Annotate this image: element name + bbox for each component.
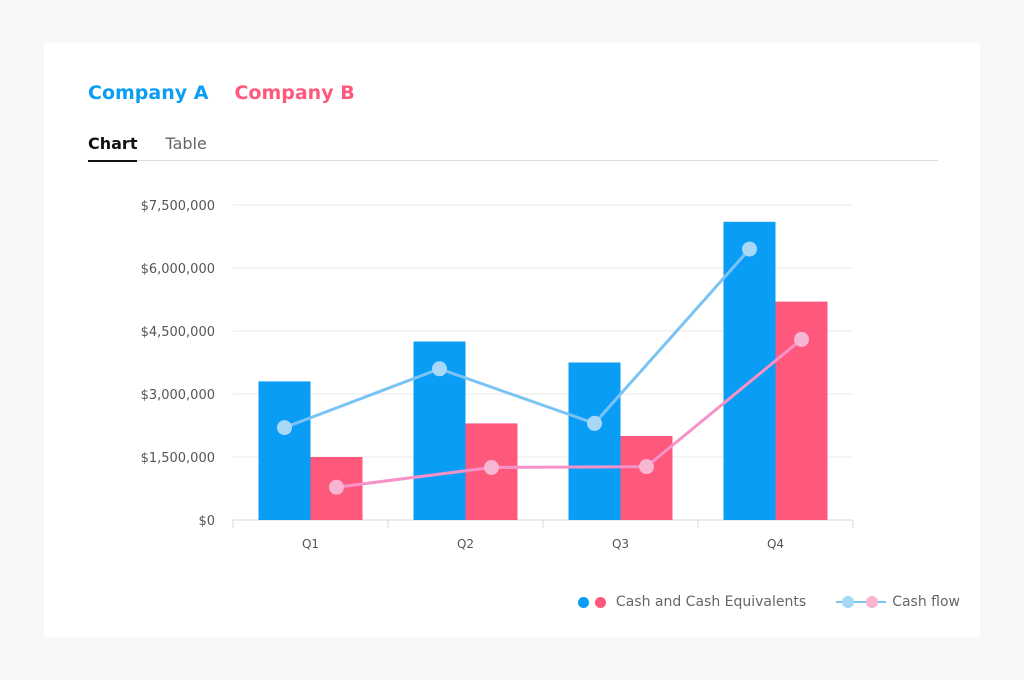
x-tick-label: Q2 [457,537,474,551]
company-b-label[interactable]: Company B [234,82,355,104]
y-tick-label: $4,500,000 [141,325,215,340]
company-b-bar-swatch [594,596,606,608]
cash-flow-point-company-b [639,459,654,475]
bar-company-a [723,221,776,521]
cash-flow-line-company-b [336,338,803,489]
company-legend: Company A Company B [88,82,355,104]
bars-legend-label: Cash and Cash Equivalents [615,594,807,610]
x-tick-label: Q1 [302,537,319,551]
y-tick-label: $6,000,000 [141,262,215,277]
view-tabs: Chart Table [88,133,938,162]
chart-legend: Cash and Cash Equivalents Cash flow [577,594,960,610]
tab-chart[interactable]: Chart [88,133,138,162]
x-tick-label: Q3 [612,537,629,551]
tab-table[interactable]: Table [165,134,207,153]
y-tick-label: $1,500,000 [141,451,215,466]
cash-flow-point-company-a [277,420,292,436]
company-a-label[interactable]: Company A [88,82,209,104]
lines-legend-label: Cash flow [892,594,960,610]
bar-company-a [568,362,621,520]
y-tick-label: $0 [198,514,215,529]
bar-company-b [620,436,673,520]
x-tick-label: Q4 [767,537,784,551]
cash-flow-point-company-a [742,241,757,257]
y-tick-label: $3,000,000 [141,388,215,403]
company-a-bar-swatch [577,596,589,608]
y-tick-label: $7,500,000 [141,199,215,214]
bar-company-a [258,381,311,520]
cash-flow-point-company-b [329,479,344,495]
cash-flow-point-company-b [794,331,809,347]
cash-flow-point-company-a [587,415,602,431]
cash-flow-point-company-a [432,361,447,377]
line-legend-swatch [836,596,887,608]
cash-flow-line-company-a [283,248,751,430]
cash-flow-point-company-b [484,460,499,475]
